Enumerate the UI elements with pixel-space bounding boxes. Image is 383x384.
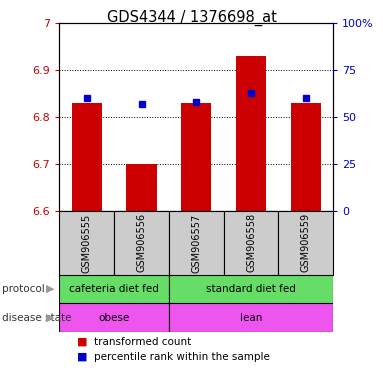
Text: lean: lean	[240, 313, 262, 323]
Bar	[59, 303, 169, 332]
Text: ■: ■	[77, 352, 87, 362]
Bar	[169, 275, 333, 303]
Bar	[291, 103, 321, 211]
Text: GSM906557: GSM906557	[191, 213, 201, 273]
Text: GDS4344 / 1376698_at: GDS4344 / 1376698_at	[106, 10, 277, 26]
Text: GSM906555: GSM906555	[82, 213, 92, 273]
Text: ▶: ▶	[46, 284, 55, 294]
Text: standard diet fed: standard diet fed	[206, 284, 296, 294]
Text: obese: obese	[98, 313, 130, 323]
Bar	[169, 211, 224, 275]
Text: GSM906558: GSM906558	[246, 214, 256, 272]
Text: percentile rank within the sample: percentile rank within the sample	[94, 352, 270, 362]
Text: protocol: protocol	[2, 284, 45, 294]
Text: GSM906556: GSM906556	[136, 214, 147, 272]
Bar	[181, 103, 211, 211]
Text: cafeteria diet fed: cafeteria diet fed	[69, 284, 159, 294]
Bar	[224, 211, 278, 275]
Bar	[59, 211, 114, 275]
Text: ■: ■	[77, 337, 87, 347]
Bar	[114, 211, 169, 275]
Text: ▶: ▶	[46, 313, 55, 323]
Bar	[126, 164, 157, 211]
Bar	[169, 303, 333, 332]
Text: GSM906559: GSM906559	[301, 214, 311, 272]
Bar	[278, 211, 333, 275]
Bar	[236, 56, 266, 211]
Bar	[59, 275, 169, 303]
Bar	[72, 103, 102, 211]
Text: disease state: disease state	[2, 313, 71, 323]
Text: transformed count: transformed count	[94, 337, 191, 347]
